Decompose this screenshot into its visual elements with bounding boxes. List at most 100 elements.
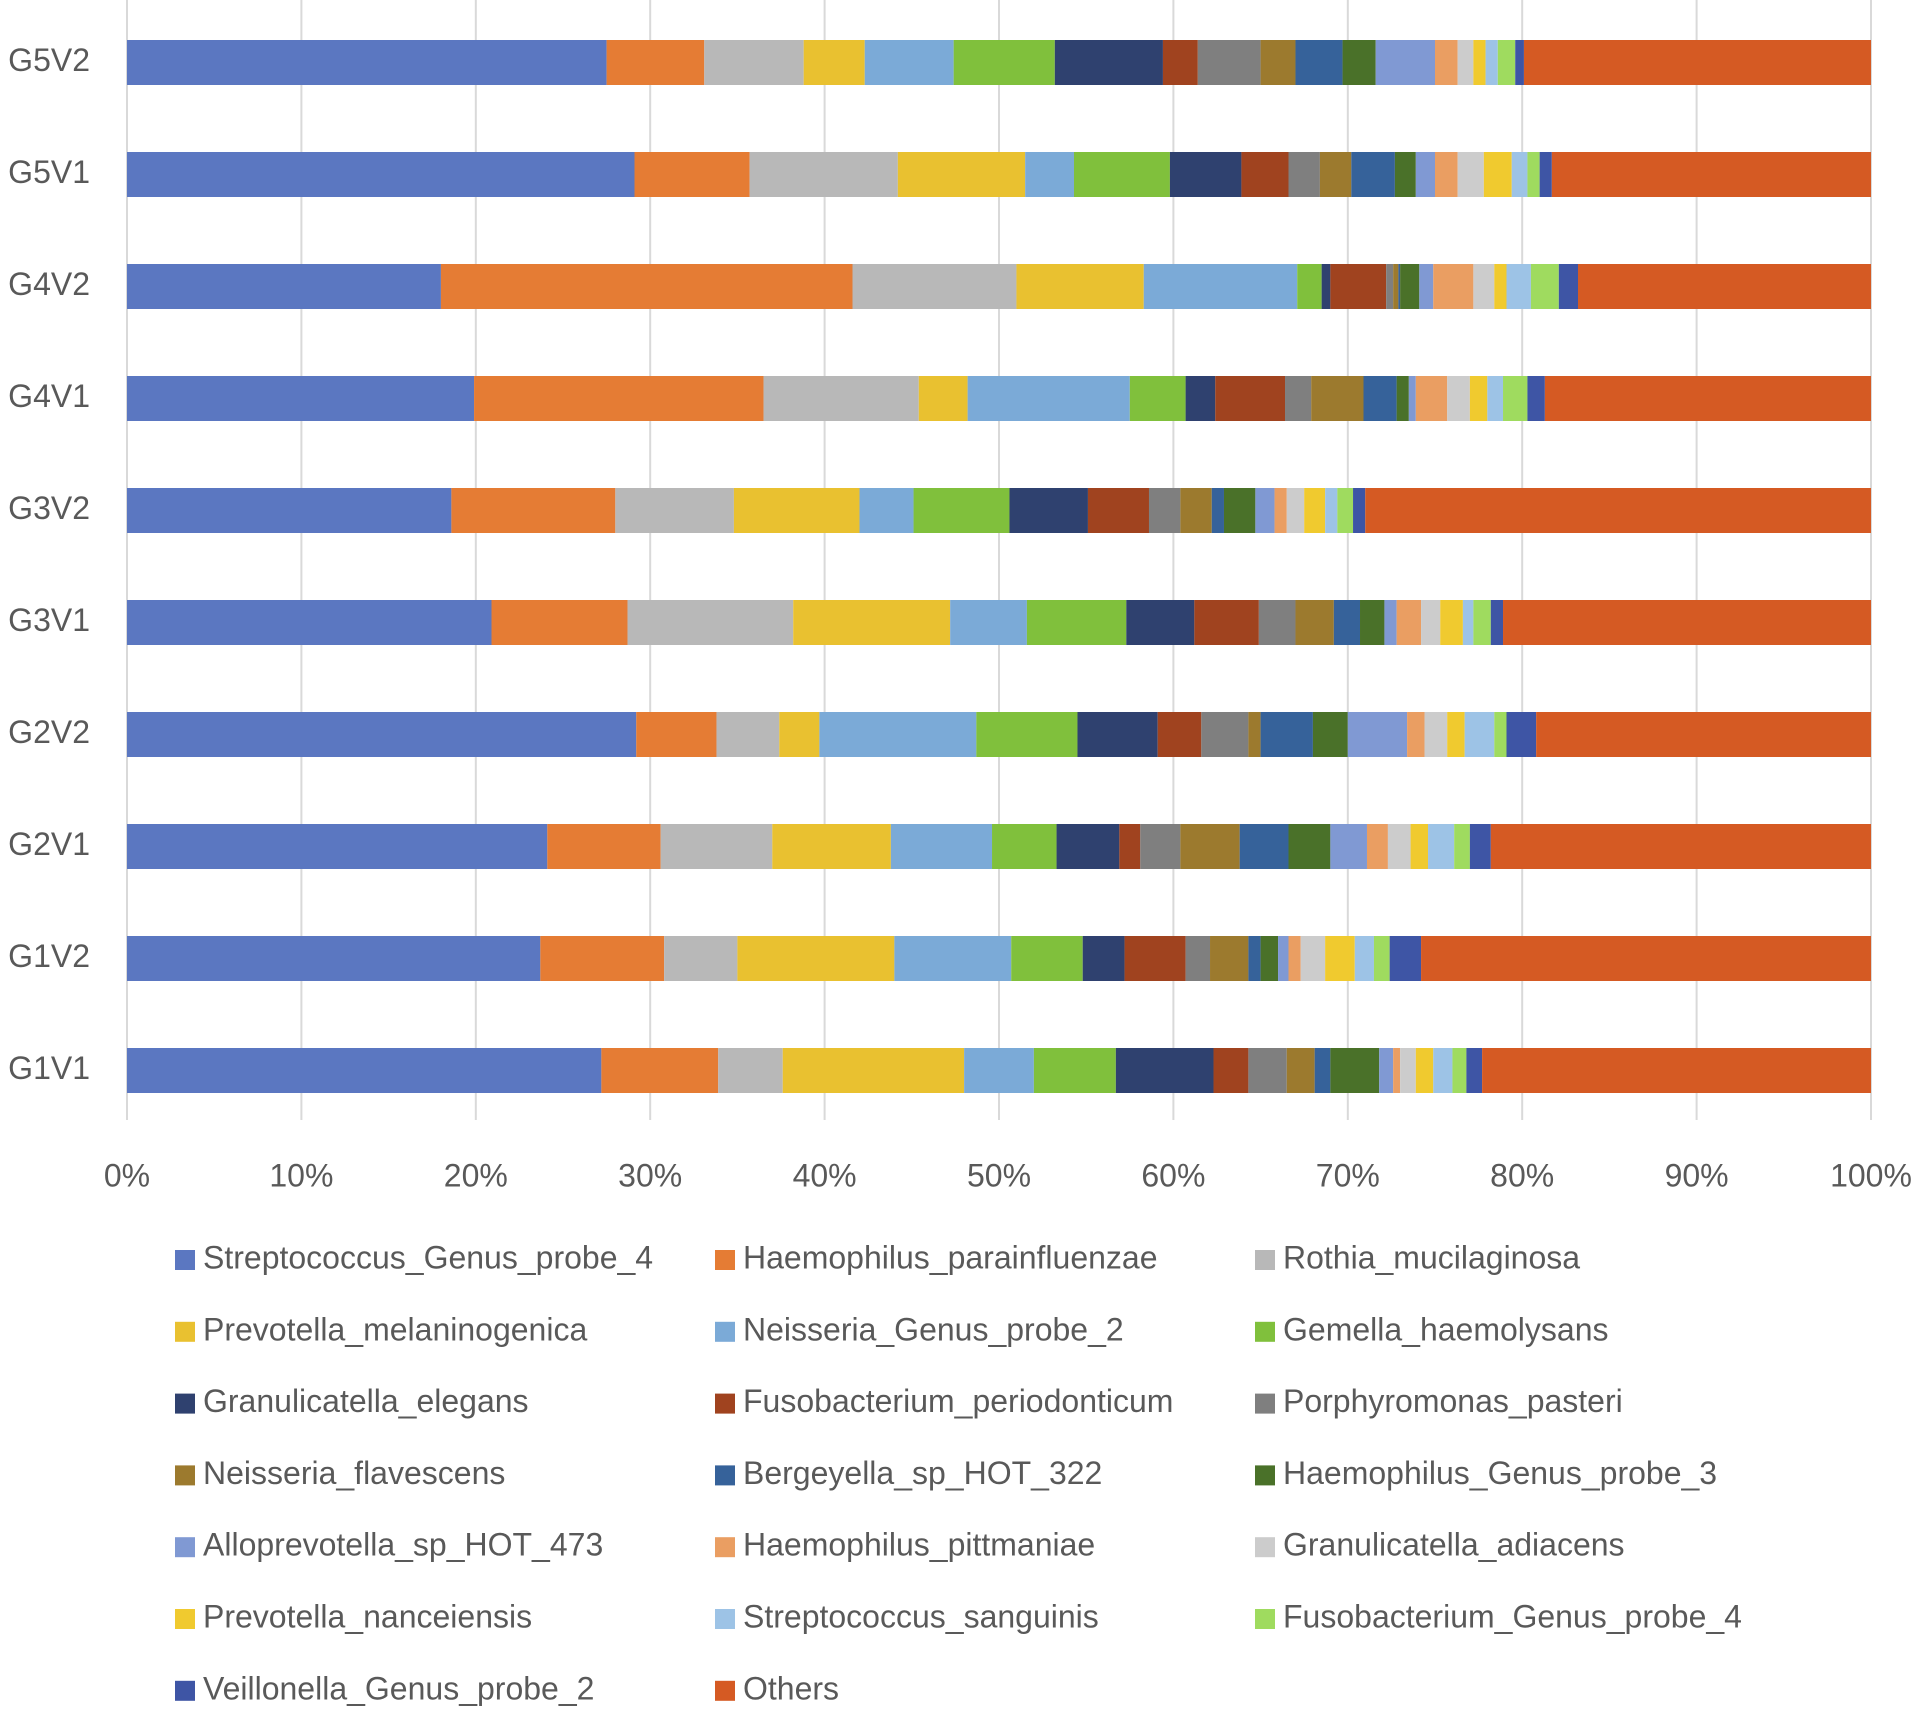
bar-segment (1311, 376, 1364, 421)
bar-segment (1462, 600, 1474, 645)
bar-segment (127, 376, 475, 421)
bar-segment (1333, 600, 1361, 645)
bar-segment (1497, 40, 1516, 85)
bar-segment (1396, 376, 1409, 421)
bar-segment (737, 936, 895, 981)
bar-segment (1300, 936, 1326, 981)
legend-swatch (1255, 1537, 1275, 1558)
bar-segment (976, 712, 1078, 757)
bar-segment (1473, 40, 1486, 85)
bar-segment (1143, 264, 1298, 309)
bar-segment (1056, 824, 1120, 869)
bar-segment (1213, 1048, 1249, 1093)
bar-segment (1466, 1048, 1483, 1093)
bar-segment (1410, 824, 1429, 869)
bar-segment (474, 376, 764, 421)
bar-segment (1286, 488, 1305, 533)
bar-segment (1485, 40, 1498, 85)
bar-segment (1288, 152, 1320, 197)
legend-label: Others (743, 1670, 839, 1706)
x-tick-label: 70% (1316, 1157, 1380, 1193)
bar-segment (1325, 936, 1355, 981)
bar-segment (1421, 936, 1871, 981)
bar-segment (451, 488, 616, 533)
bar-segment (1126, 600, 1195, 645)
bar-segment (913, 488, 1010, 533)
bar-segment (547, 824, 661, 869)
bar-segment (127, 264, 441, 309)
bar-segment (1393, 1048, 1401, 1093)
legend-label: Streptococcus_sanguinis (743, 1598, 1099, 1634)
legend-swatch (715, 1250, 735, 1270)
bar-segment (704, 40, 804, 85)
x-tick-label: 40% (793, 1157, 857, 1193)
x-tick-label: 100% (1830, 1157, 1912, 1193)
x-tick-label: 60% (1141, 1157, 1205, 1193)
bar-segment (1421, 600, 1441, 645)
bar-segment (1428, 824, 1455, 869)
bar-segment (1482, 1048, 1871, 1093)
bar-segment (1201, 712, 1249, 757)
y-tick-label: G3V2 (8, 490, 90, 526)
bar-segment (890, 824, 993, 869)
bar-segment (763, 376, 919, 421)
bar-segment (1490, 600, 1504, 645)
bar-segment (1321, 264, 1331, 309)
bar-segment (127, 1048, 602, 1093)
bar-segment (1077, 712, 1158, 757)
bar-segment (894, 936, 1012, 981)
bar-segment (1454, 824, 1470, 869)
legend-swatch (1255, 1465, 1275, 1486)
bar-segment (1435, 152, 1458, 197)
legend-swatch (175, 1321, 195, 1342)
bar-segment (1503, 376, 1528, 421)
bar-segment (1295, 40, 1343, 85)
x-tick-label: 90% (1665, 1157, 1729, 1193)
bar-segment (1487, 376, 1504, 421)
legend-swatch (175, 1393, 195, 1414)
bar-segment (1384, 600, 1397, 645)
bar-segment (1197, 40, 1261, 85)
bar-segment (1025, 152, 1074, 197)
bar-segment (1400, 264, 1420, 309)
bar-segment (1129, 376, 1186, 421)
bar-segment (1530, 264, 1559, 309)
bar-segment (1375, 40, 1435, 85)
bar-segment (782, 1048, 965, 1093)
bar-segment (606, 40, 705, 85)
legend-label: Rothia_mucilaginosa (1283, 1239, 1580, 1275)
bar-segment (1009, 488, 1088, 533)
bar-segment (1473, 264, 1495, 309)
bar-segment (1180, 488, 1212, 533)
bar-segment (636, 712, 717, 757)
bar-segment (1379, 1048, 1394, 1093)
legend-label: Haemophilus_Genus_probe_3 (1283, 1455, 1717, 1491)
bar-segment (1260, 40, 1296, 85)
legend-label: Porphyromonas_pasteri (1283, 1383, 1623, 1419)
bar-segment (1148, 488, 1181, 533)
bar-segment (1523, 40, 1871, 85)
bar-segment (1239, 824, 1289, 869)
bar-segment (1274, 488, 1287, 533)
bar-segment (1140, 824, 1181, 869)
legend-label: Neisseria_flavescens (203, 1455, 505, 1491)
bar-segment (1260, 936, 1279, 981)
bar-segment (1223, 488, 1256, 533)
bar-segment (1490, 824, 1871, 869)
bar-segment (1396, 600, 1422, 645)
bar-segment (950, 600, 1027, 645)
bar-segment (491, 600, 628, 645)
bar-segment (1544, 376, 1871, 421)
bar-segment (1415, 1048, 1434, 1093)
bar-segment (1330, 264, 1387, 309)
legend-swatch (715, 1465, 735, 1486)
bar-segment (127, 600, 492, 645)
bar-segment (1424, 712, 1448, 757)
y-tick-label: G1V2 (8, 938, 90, 974)
bar-segment (1360, 600, 1385, 645)
legend-label: Haemophilus_pittmaniae (743, 1527, 1095, 1563)
bar-segment (1506, 264, 1531, 309)
bar-segment (1415, 376, 1448, 421)
bar-segment (540, 936, 665, 981)
bar-segment (897, 152, 1026, 197)
